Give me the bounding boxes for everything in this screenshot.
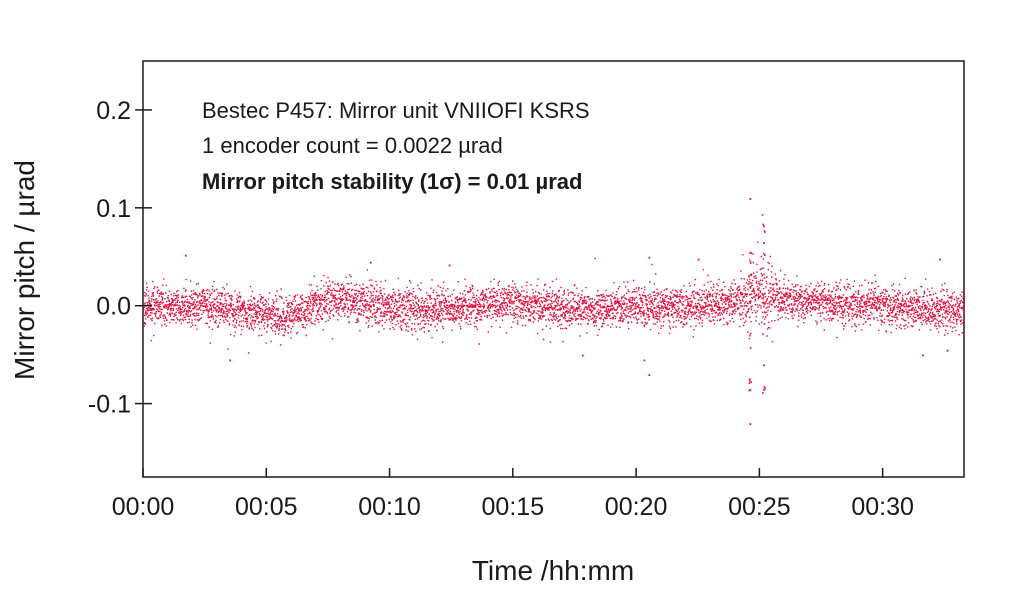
x-axis-title: Time /hh:mm	[472, 555, 634, 586]
outlier-point	[922, 354, 924, 357]
spike-point	[762, 392, 764, 394]
outlier-point	[749, 198, 752, 200]
spike-point	[750, 252, 753, 255]
outlier-point	[763, 388, 765, 391]
spike-point	[763, 386, 766, 388]
x-tick-label: 00:10	[358, 493, 421, 521]
spike-point	[749, 293, 751, 296]
x-axis-ticks: 00:00 00:05 00:10 00:15 00:20 00:25 00:30	[112, 468, 914, 521]
data-point-cloud	[143, 241, 966, 354]
x-tick-label: 00:05	[235, 493, 298, 521]
spike-point	[763, 252, 765, 255]
spike-point	[750, 273, 753, 276]
spike-point	[762, 267, 764, 269]
outlier-point	[581, 354, 584, 357]
y-tick-label: 0.0	[96, 293, 131, 321]
spike-point	[749, 286, 751, 288]
outlier-point	[763, 225, 765, 228]
spike-point	[749, 332, 752, 335]
spike-point	[763, 323, 766, 325]
data-points	[143, 198, 966, 425]
outlier-point	[448, 264, 451, 267]
y-tick-label: 0.1	[96, 195, 131, 223]
spike-point	[749, 334, 751, 337]
outlier-point	[749, 251, 752, 254]
x-tick-label: 00:30	[851, 493, 914, 521]
spike-point	[763, 301, 765, 304]
annotation-title: Bestec P457: Mirror unit VNIIOFI KSRS	[202, 98, 590, 123]
spike-point	[762, 333, 764, 335]
spike-point	[748, 382, 751, 385]
y-tick-label: 0.2	[96, 97, 131, 125]
outlier-point	[763, 242, 765, 244]
outlier-point	[184, 254, 187, 257]
spike-point	[762, 223, 764, 226]
outlier-point	[939, 258, 942, 261]
outlier-point	[648, 256, 651, 259]
spike-point	[749, 347, 752, 349]
x-tick-label: 00:15	[482, 493, 545, 521]
spike-point	[750, 308, 753, 311]
outlier-point	[946, 349, 949, 352]
spike-point	[750, 381, 752, 384]
spike-point	[749, 300, 752, 303]
outlier-point	[229, 359, 232, 362]
outlier-point	[643, 359, 646, 362]
plot-frame	[142, 60, 965, 478]
spike-point	[764, 387, 766, 390]
spike-point	[761, 214, 764, 216]
outlier-point	[648, 374, 651, 376]
spike-point	[748, 378, 751, 380]
y-axis-ticks: 0.2 0.1 0.0 -0.1	[88, 97, 152, 419]
spike-point	[749, 380, 751, 382]
spike-point	[748, 316, 751, 318]
x-tick-label: 00:20	[605, 493, 668, 521]
spike-point	[764, 254, 766, 256]
outlier-point	[749, 388, 752, 391]
spike-point	[748, 389, 751, 392]
y-axis-title: Mirror pitch / µrad	[9, 160, 40, 380]
outlier-point	[369, 261, 372, 264]
x-tick-label: 00:25	[728, 493, 791, 521]
spike-point	[763, 305, 765, 308]
annotation-stability: Mirror pitch stability (1σ) = 0.01 µrad	[202, 169, 582, 194]
outlier-point	[749, 423, 752, 425]
spike-point	[749, 261, 752, 263]
spike-point	[764, 231, 766, 233]
outlier-point	[763, 364, 765, 367]
x-tick-label: 00:00	[112, 493, 175, 521]
annotation-block: Bestec P457: Mirror unit VNIIOFI KSRS 1 …	[202, 98, 590, 194]
y-tick-label: -0.1	[88, 391, 131, 419]
outlier-point	[697, 258, 700, 261]
spike-point	[750, 306, 752, 308]
annotation-encoder: 1 encoder count = 0.0022 µrad	[202, 133, 503, 158]
